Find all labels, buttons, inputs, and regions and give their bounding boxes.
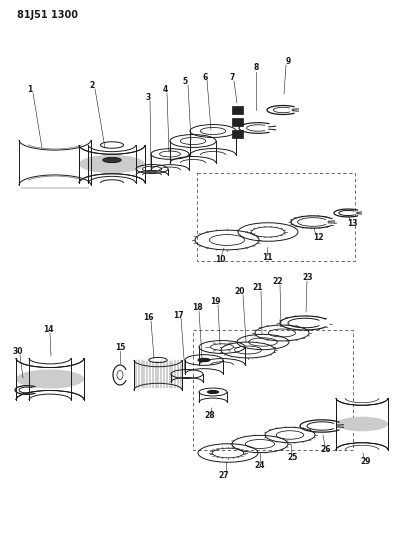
Text: 8: 8 — [253, 63, 259, 72]
Bar — [232, 118, 243, 126]
Text: 21: 21 — [253, 284, 263, 293]
Text: 3: 3 — [145, 93, 151, 102]
Ellipse shape — [207, 391, 219, 393]
Text: 20: 20 — [235, 287, 245, 296]
Text: 14: 14 — [43, 326, 53, 335]
Ellipse shape — [336, 417, 388, 431]
Text: 16: 16 — [143, 313, 153, 322]
Text: 22: 22 — [273, 278, 283, 287]
Text: 17: 17 — [173, 311, 183, 319]
Text: 11: 11 — [262, 254, 272, 262]
Ellipse shape — [16, 369, 84, 389]
Text: 27: 27 — [219, 471, 229, 480]
Text: 18: 18 — [192, 303, 202, 312]
Text: 26: 26 — [321, 445, 331, 454]
Ellipse shape — [79, 155, 145, 173]
Bar — [193, 330, 353, 450]
Text: 5: 5 — [182, 77, 188, 86]
Text: 12: 12 — [313, 233, 323, 243]
Text: 28: 28 — [205, 410, 215, 419]
Text: 25: 25 — [288, 453, 298, 462]
Bar — [232, 106, 243, 114]
Text: 13: 13 — [347, 220, 357, 229]
Text: 81J51 1300: 81J51 1300 — [17, 10, 78, 20]
Ellipse shape — [103, 157, 121, 163]
Text: 9: 9 — [285, 58, 291, 67]
Text: 10: 10 — [215, 255, 225, 264]
Text: 4: 4 — [162, 85, 167, 94]
Text: 2: 2 — [89, 80, 95, 90]
Text: 1: 1 — [27, 85, 33, 94]
Text: 23: 23 — [303, 273, 313, 282]
Text: 30: 30 — [13, 348, 23, 357]
Bar — [197, 173, 355, 261]
Text: 15: 15 — [115, 343, 125, 352]
Text: 7: 7 — [229, 74, 235, 83]
Text: 6: 6 — [203, 72, 208, 82]
Text: 19: 19 — [210, 297, 220, 306]
Bar — [232, 130, 243, 138]
Text: 29: 29 — [361, 457, 371, 466]
Text: 24: 24 — [255, 461, 265, 470]
Ellipse shape — [198, 358, 210, 362]
